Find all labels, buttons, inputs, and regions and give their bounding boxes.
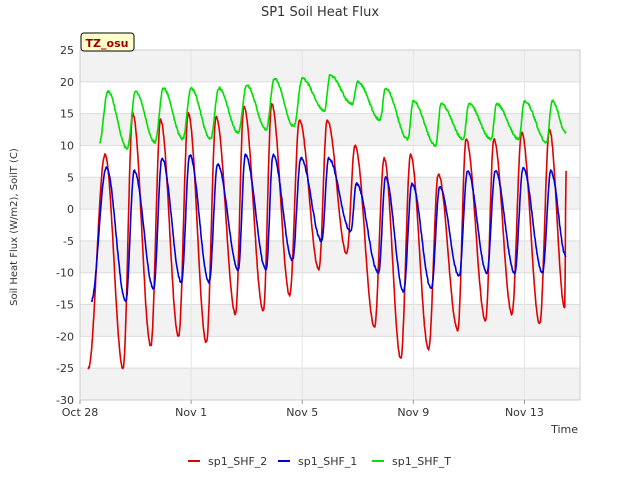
y-tick-label: 15 <box>60 108 74 121</box>
legend: sp1_SHF_2 sp1_SHF_1 sp1_SHF_T <box>188 455 451 468</box>
series-line-sp1_SHF_1 <box>90 153 567 303</box>
y-tick-label: 0 <box>67 203 74 216</box>
tz-badge-label: TZ_osu <box>86 37 129 50</box>
y-tick-label: -20 <box>56 330 74 343</box>
y-tick-label: 10 <box>60 139 74 152</box>
y-tick-label: -30 <box>56 394 74 407</box>
plot-frame <box>79 49 581 401</box>
legend-label: sp1_SHF_2 <box>208 455 267 468</box>
y-tick-label: -25 <box>56 362 74 375</box>
y-tick-label: -5 <box>63 235 74 248</box>
legend-label: sp1_SHF_1 <box>298 455 357 468</box>
y-tick-label: 20 <box>60 76 74 89</box>
plot-band <box>80 50 580 82</box>
x-axis-label: Time <box>550 423 578 436</box>
plot-band <box>80 368 580 400</box>
plot-band <box>80 177 580 210</box>
series-line-sp1_SHF_T <box>98 73 567 150</box>
plot-band <box>80 240 580 273</box>
x-tick-label: Nov 5 <box>286 406 318 419</box>
x-tick-label: Nov 9 <box>397 406 429 419</box>
series-lines <box>87 73 567 370</box>
x-axis-ticks: Oct 28 Nov 1 Nov 5 Nov 9 Nov 13 <box>62 400 544 419</box>
y-axis-ticks: -30 -25 -20 -15 -10 -5 0 5 10 15 20 25 <box>56 44 74 407</box>
y-axis-label: Soil Heat Flux (W/m2), SoilT (C) <box>9 148 20 306</box>
tz-badge: TZ_osu <box>80 32 135 52</box>
y-tick-label: -10 <box>56 267 74 280</box>
series-line-sp1_SHF_2 <box>87 103 567 370</box>
x-tick-label: Nov 13 <box>505 406 544 419</box>
y-tick-label: 5 <box>67 171 74 184</box>
x-tick-label: Oct 28 <box>62 406 99 419</box>
tz-badge-box <box>80 32 135 52</box>
y-tick-label: -15 <box>56 299 74 312</box>
x-tick-label: Nov 1 <box>175 406 207 419</box>
y-tick-label: 25 <box>60 44 74 57</box>
chart-title: SP1 Soil Heat Flux <box>261 5 379 20</box>
plot-band <box>80 304 580 337</box>
legend-label: sp1_SHF_T <box>392 455 451 468</box>
